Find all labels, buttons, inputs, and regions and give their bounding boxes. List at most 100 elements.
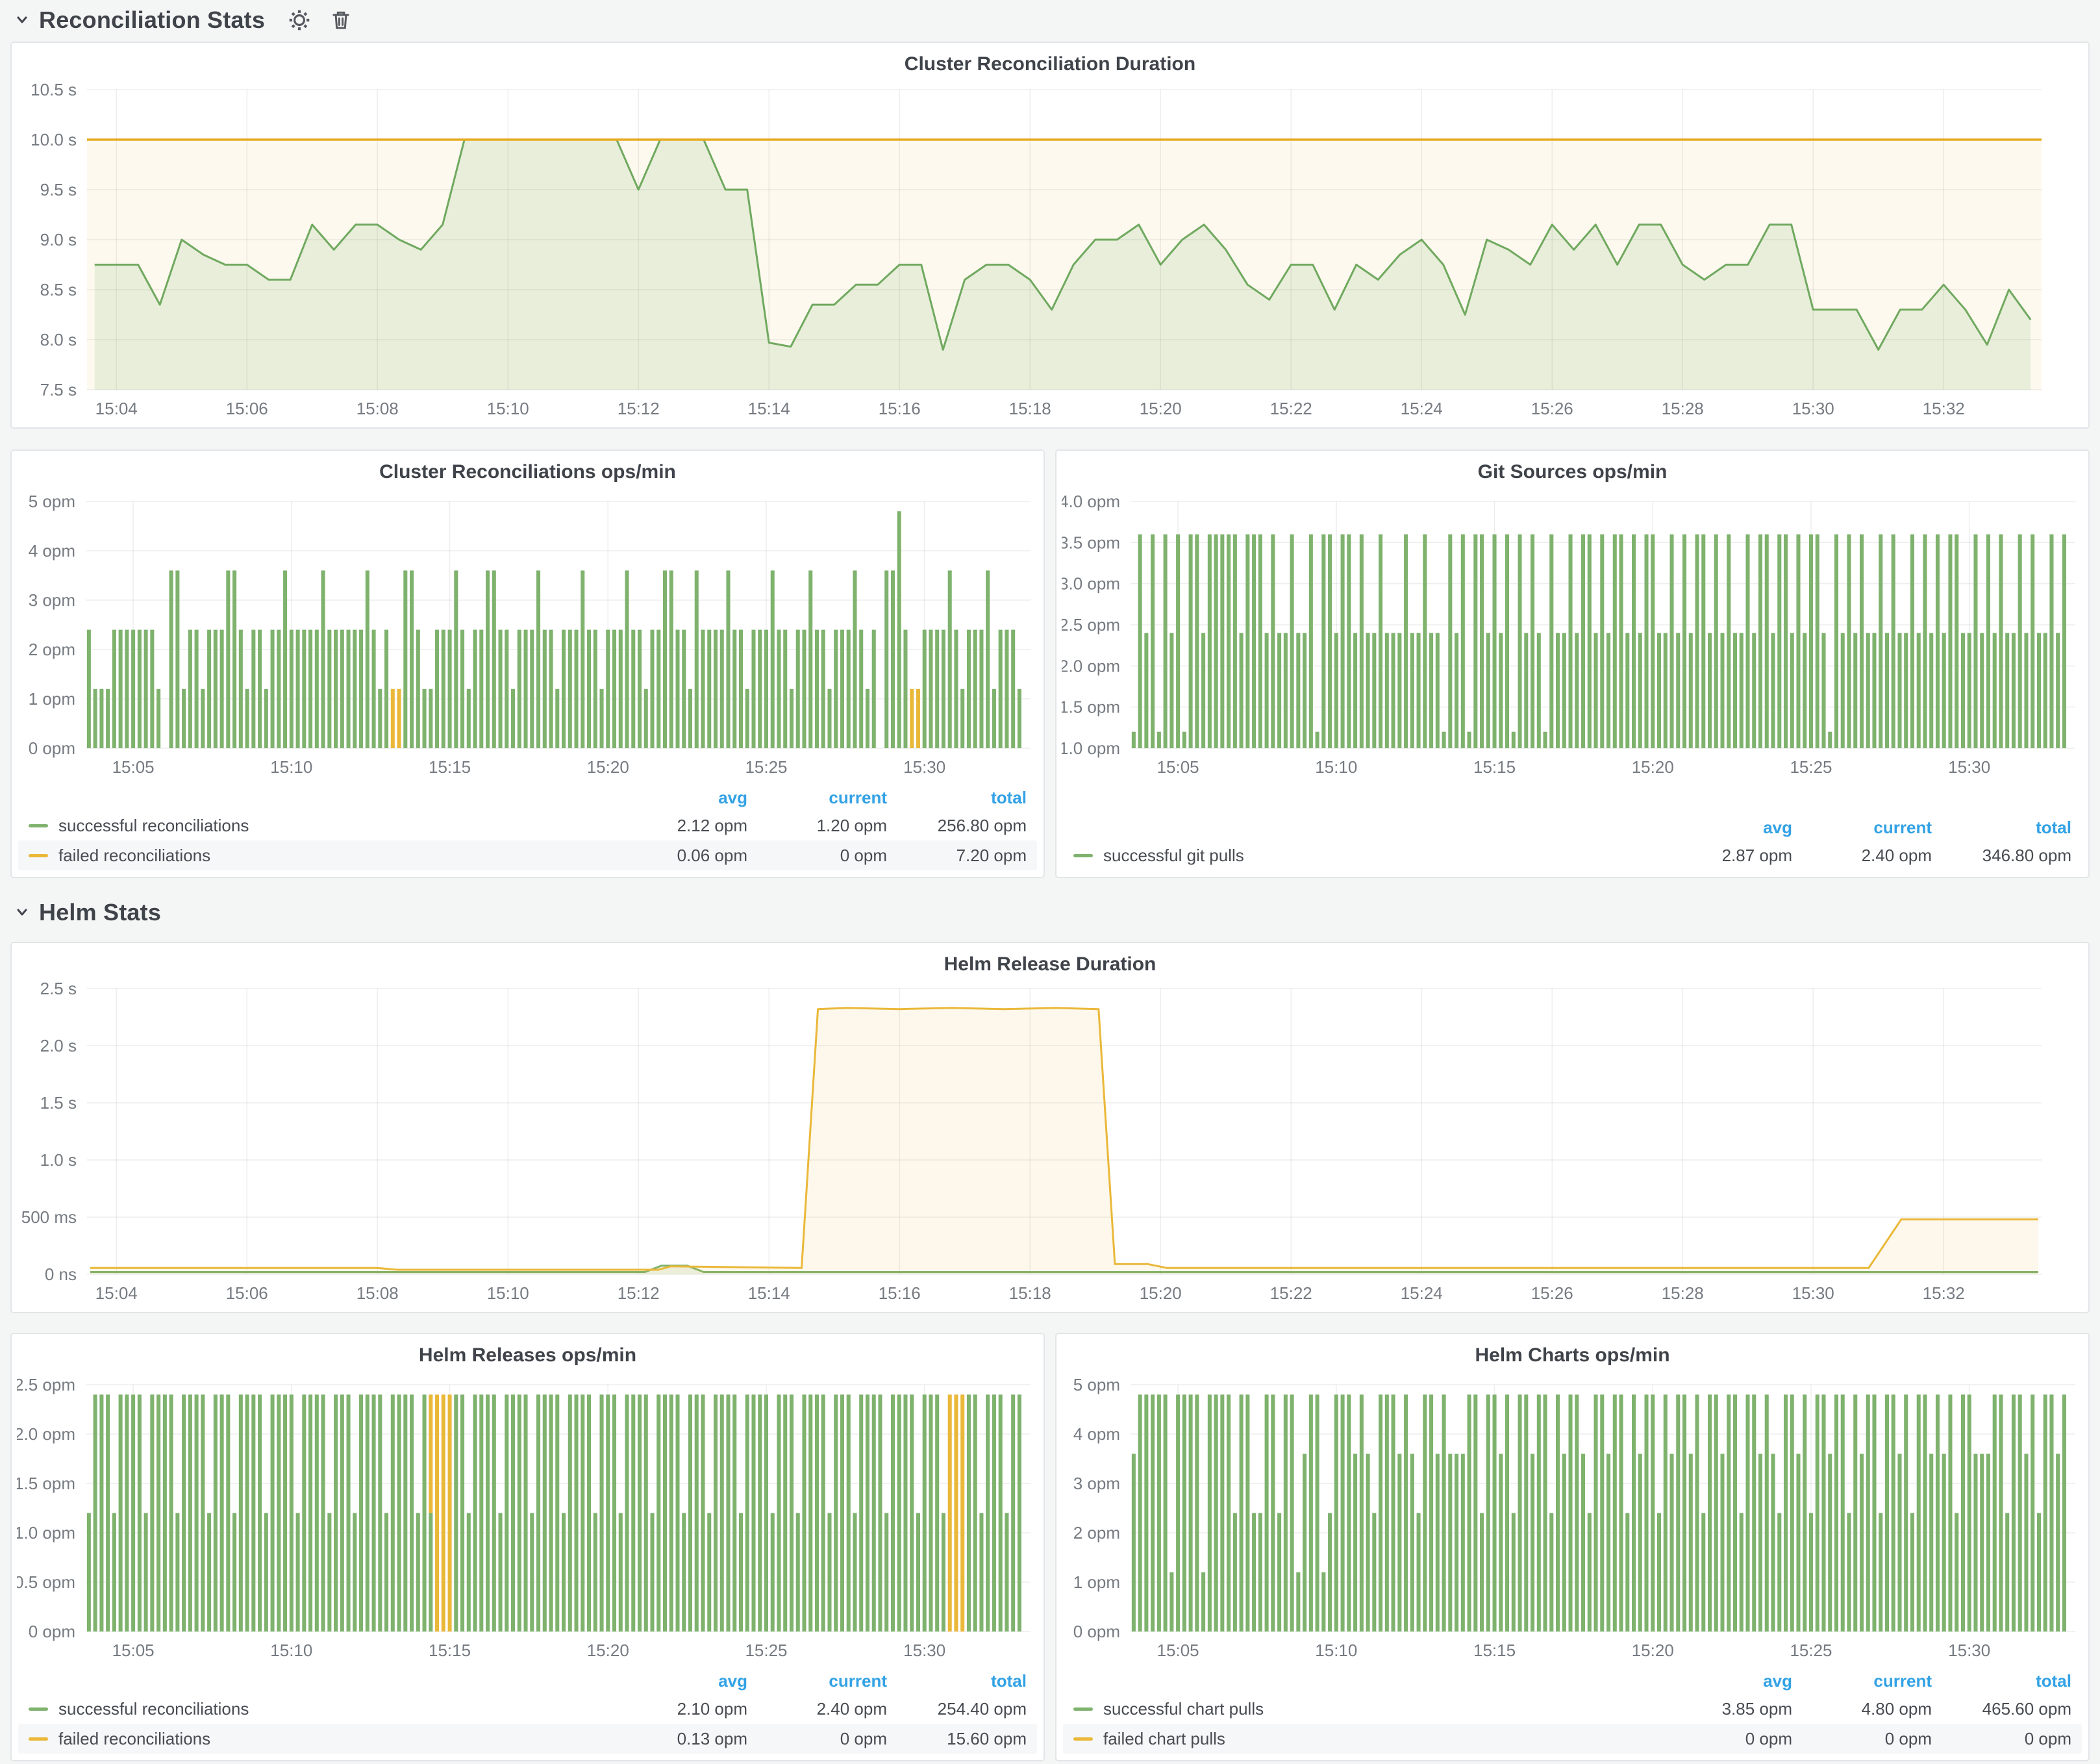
svg-text:15:18: 15:18 [1009, 399, 1051, 418]
svg-text:15:22: 15:22 [1270, 399, 1312, 418]
legend-avg: 0.06 opm [608, 846, 747, 866]
svg-text:15:30: 15:30 [1792, 1283, 1834, 1303]
svg-text:8.0 s: 8.0 s [40, 330, 77, 349]
svg-text:9.5 s: 9.5 s [40, 180, 77, 199]
panel-title[interactable]: Cluster Reconciliation Duration [12, 53, 2088, 75]
legend-header-current[interactable]: current [1792, 818, 1932, 838]
svg-text:3 opm: 3 opm [29, 590, 75, 610]
panel-git-sources-opm: Git Sources ops/min 15:0515:1015:1515:20… [1055, 449, 2090, 878]
panel-title[interactable]: Git Sources ops/min [1056, 461, 2088, 483]
section-title[interactable]: Reconciliation Stats [39, 6, 265, 34]
helm-charts-opm-chart[interactable]: 15:0515:1015:1515:2015:2515:300 opm1 opm… [1062, 1372, 2086, 1664]
svg-text:2.5 opm: 2.5 opm [1062, 615, 1120, 635]
svg-text:15:18: 15:18 [1009, 1283, 1051, 1303]
svg-text:2.0 s: 2.0 s [40, 1036, 77, 1055]
series-swatch-green [29, 1707, 48, 1711]
panel-title[interactable]: Helm Release Duration [12, 953, 2088, 976]
legend-current: 2.40 opm [747, 1699, 887, 1719]
chevron-down-icon[interactable] [13, 903, 31, 922]
gear-icon[interactable] [287, 8, 312, 32]
chevron-down-icon[interactable] [13, 11, 31, 29]
legend-label[interactable]: successful git pulls [1103, 846, 1244, 866]
svg-text:0 opm: 0 opm [29, 1622, 75, 1641]
legend-header-current[interactable]: current [1792, 1671, 1932, 1691]
git-sources-opm-chart[interactable]: 15:0515:1015:1515:2015:2515:301.0 opm1.5… [1062, 488, 2086, 781]
svg-text:15:14: 15:14 [748, 1283, 790, 1303]
legend-header-total[interactable]: total [887, 1671, 1027, 1691]
svg-text:15:24: 15:24 [1401, 1283, 1443, 1303]
trash-icon[interactable] [329, 8, 353, 32]
legend-header-row: avg current total [1063, 814, 2082, 840]
legend-label[interactable]: failed chart pulls [1103, 1729, 1225, 1749]
svg-text:15:14: 15:14 [748, 399, 790, 418]
legend-header-avg[interactable]: avg [1653, 1671, 1792, 1691]
svg-text:2.0 opm: 2.0 opm [17, 1424, 75, 1444]
panel-title[interactable]: Cluster Reconciliations ops/min [12, 461, 1044, 483]
dashboard: Reconciliation Stats [0, 0, 2100, 1764]
svg-text:1.5 opm: 1.5 opm [17, 1474, 75, 1493]
legend-header-row: avg current total [18, 1668, 1037, 1694]
legend: avg current total successful chart pulls… [1063, 1668, 2082, 1754]
section-reconciliation-stats: Reconciliation Stats [13, 5, 353, 35]
svg-text:3.5 opm: 3.5 opm [1062, 533, 1120, 552]
legend-total: 15.60 opm [887, 1729, 1027, 1749]
panel-cluster-reconciliations-opm: Cluster Reconciliations ops/min 15:0515:… [10, 449, 1045, 878]
legend-header-current[interactable]: current [747, 1671, 887, 1691]
legend-label[interactable]: failed reconciliations [58, 846, 210, 866]
svg-text:1.5 s: 1.5 s [40, 1093, 77, 1113]
legend-header-avg[interactable]: avg [1653, 818, 1792, 838]
legend-header-current[interactable]: current [747, 788, 887, 808]
legend: avg current total successful git pulls 2… [1063, 814, 2082, 870]
svg-text:4.0 opm: 4.0 opm [1062, 492, 1120, 511]
legend-header-avg[interactable]: avg [608, 788, 747, 808]
legend-label[interactable]: failed reconciliations [58, 1729, 210, 1749]
legend-header-total[interactable]: total [1932, 818, 2071, 838]
legend-current: 0 opm [747, 846, 887, 866]
legend-row: failed reconciliations 0.13 opm 0 opm 15… [18, 1724, 1037, 1754]
legend-label[interactable]: successful reconciliations [58, 1699, 249, 1719]
section-helm-stats: Helm Stats [13, 898, 161, 927]
cluster-reconciliations-opm-chart[interactable]: 15:0515:1015:1515:2015:2515:300 opm1 opm… [17, 488, 1041, 781]
svg-text:15:15: 15:15 [1473, 1641, 1516, 1660]
legend-header-total[interactable]: total [887, 788, 1027, 808]
panel-title[interactable]: Helm Charts ops/min [1056, 1344, 2088, 1367]
legend-header-row: avg current total [18, 785, 1037, 811]
svg-text:15:32: 15:32 [1923, 399, 1965, 418]
svg-text:15:25: 15:25 [1790, 1641, 1832, 1660]
svg-text:15:22: 15:22 [1270, 1283, 1312, 1303]
svg-text:2 opm: 2 opm [1073, 1523, 1120, 1543]
panel-helm-release-duration: Helm Release Duration 15:0415:0615:0815:… [10, 942, 2090, 1313]
section-title[interactable]: Helm Stats [39, 899, 161, 926]
svg-text:2 opm: 2 opm [29, 640, 75, 659]
svg-text:15:32: 15:32 [1923, 1283, 1965, 1303]
legend-label[interactable]: successful chart pulls [1103, 1699, 1264, 1719]
svg-text:15:25: 15:25 [1790, 757, 1832, 777]
svg-text:15:20: 15:20 [1140, 1283, 1182, 1303]
legend-avg: 2.10 opm [608, 1699, 747, 1719]
svg-text:15:05: 15:05 [1157, 757, 1199, 777]
legend: avg current total successful reconciliat… [18, 785, 1037, 870]
svg-text:4 opm: 4 opm [1073, 1424, 1120, 1444]
helm-releases-opm-chart[interactable]: 15:0515:1015:1515:2015:2515:300 opm0.5 o… [17, 1372, 1041, 1664]
svg-text:1.5 opm: 1.5 opm [1062, 698, 1120, 717]
legend: avg current total successful reconciliat… [18, 1668, 1037, 1754]
cluster-reconciliation-duration-chart[interactable]: 15:0415:0615:0815:1015:1215:1415:1615:18… [17, 73, 2086, 423]
legend-header-avg[interactable]: avg [608, 1671, 747, 1691]
svg-text:5 opm: 5 opm [29, 492, 75, 511]
panel-title[interactable]: Helm Releases ops/min [12, 1344, 1044, 1367]
svg-text:15:25: 15:25 [745, 1641, 787, 1660]
legend-header-total[interactable]: total [1932, 1671, 2071, 1691]
svg-text:4 opm: 4 opm [29, 541, 75, 561]
legend-label[interactable]: successful reconciliations [58, 816, 249, 836]
legend-row: successful chart pulls 3.85 opm 4.80 opm… [1063, 1694, 2082, 1724]
svg-text:15:26: 15:26 [1531, 1283, 1573, 1303]
svg-text:15:20: 15:20 [587, 1641, 629, 1660]
svg-text:8.5 s: 8.5 s [40, 280, 77, 299]
svg-text:0 opm: 0 opm [1073, 1622, 1120, 1641]
series-swatch-green [29, 824, 48, 827]
svg-text:10.5 s: 10.5 s [31, 80, 77, 99]
helm-release-duration-chart[interactable]: 15:0415:0615:0815:1015:1215:1415:1615:18… [17, 973, 2086, 1308]
svg-text:15:16: 15:16 [879, 1283, 921, 1303]
svg-text:15:04: 15:04 [95, 1283, 138, 1303]
legend-current: 0 opm [747, 1729, 887, 1749]
